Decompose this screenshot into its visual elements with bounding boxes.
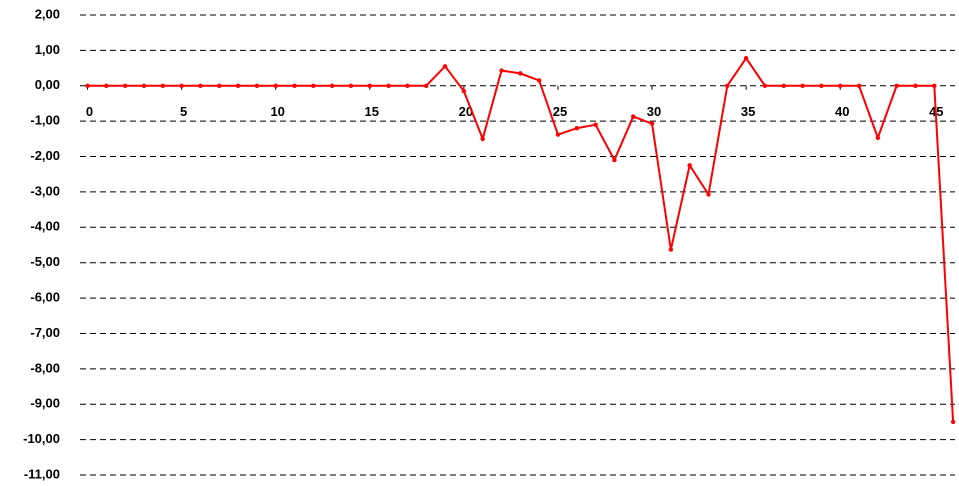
y-tick-label: 2,00 bbox=[35, 6, 60, 21]
point bbox=[536, 78, 542, 83]
x-tick-label: 40 bbox=[835, 104, 849, 119]
point bbox=[819, 83, 824, 88]
x-tick-label: 35 bbox=[741, 104, 755, 119]
point bbox=[386, 83, 391, 88]
y-tick-label: 0,00 bbox=[35, 77, 60, 92]
point bbox=[405, 83, 410, 88]
point bbox=[913, 83, 918, 88]
point bbox=[329, 83, 335, 88]
point bbox=[461, 88, 467, 94]
y-tick-label: -1,00 bbox=[30, 113, 60, 128]
point bbox=[367, 83, 372, 88]
point bbox=[518, 71, 523, 76]
point bbox=[235, 83, 241, 88]
point bbox=[480, 136, 485, 142]
x-tick-label: 0 bbox=[86, 104, 93, 119]
point bbox=[743, 55, 749, 61]
point bbox=[85, 83, 90, 88]
y-tick-label: -11,00 bbox=[24, 466, 60, 481]
point bbox=[687, 163, 692, 168]
y-tick-label: -5,00 bbox=[30, 254, 60, 269]
point bbox=[273, 83, 278, 88]
point bbox=[574, 126, 579, 131]
point bbox=[122, 83, 128, 88]
point bbox=[499, 68, 504, 73]
point bbox=[424, 83, 429, 88]
point bbox=[950, 419, 956, 425]
point bbox=[198, 83, 203, 88]
x-tick-label: 5 bbox=[180, 104, 187, 119]
point bbox=[875, 135, 881, 140]
x-tick-label: 25 bbox=[553, 104, 567, 119]
y-tick-label: -8,00 bbox=[30, 360, 60, 375]
series-line bbox=[87, 56, 955, 422]
x-tick-label: 15 bbox=[365, 104, 379, 119]
y-tick-label: -7,00 bbox=[30, 325, 60, 340]
point bbox=[348, 83, 354, 88]
y-tick-label: -10,00 bbox=[23, 431, 60, 446]
point bbox=[856, 83, 862, 88]
point bbox=[612, 157, 617, 163]
y-tick-label: -3,00 bbox=[30, 183, 60, 198]
point bbox=[217, 83, 222, 88]
point bbox=[762, 83, 768, 88]
point bbox=[141, 83, 147, 88]
point bbox=[254, 83, 260, 88]
y-tick-label: -9,00 bbox=[30, 396, 60, 411]
y-tick-label: -6,00 bbox=[30, 290, 60, 305]
point bbox=[311, 83, 316, 88]
point bbox=[781, 83, 786, 88]
point bbox=[668, 247, 674, 252]
y-tick-label: -4,00 bbox=[30, 219, 60, 234]
y-tick-label: 1,00 bbox=[35, 42, 60, 57]
point bbox=[442, 64, 448, 69]
point bbox=[894, 83, 899, 88]
point bbox=[631, 114, 636, 119]
point bbox=[932, 83, 937, 88]
y-tick-label: -2,00 bbox=[30, 148, 60, 163]
x-tick-label: 10 bbox=[270, 104, 284, 119]
point bbox=[725, 83, 730, 88]
point bbox=[555, 132, 561, 137]
point bbox=[800, 83, 805, 88]
x-tick-label: 30 bbox=[647, 104, 661, 119]
point bbox=[160, 83, 165, 88]
point bbox=[649, 121, 655, 126]
point bbox=[179, 83, 184, 88]
point bbox=[838, 83, 843, 88]
point bbox=[706, 192, 711, 197]
point bbox=[593, 122, 598, 127]
point bbox=[104, 83, 109, 88]
point bbox=[292, 83, 297, 88]
